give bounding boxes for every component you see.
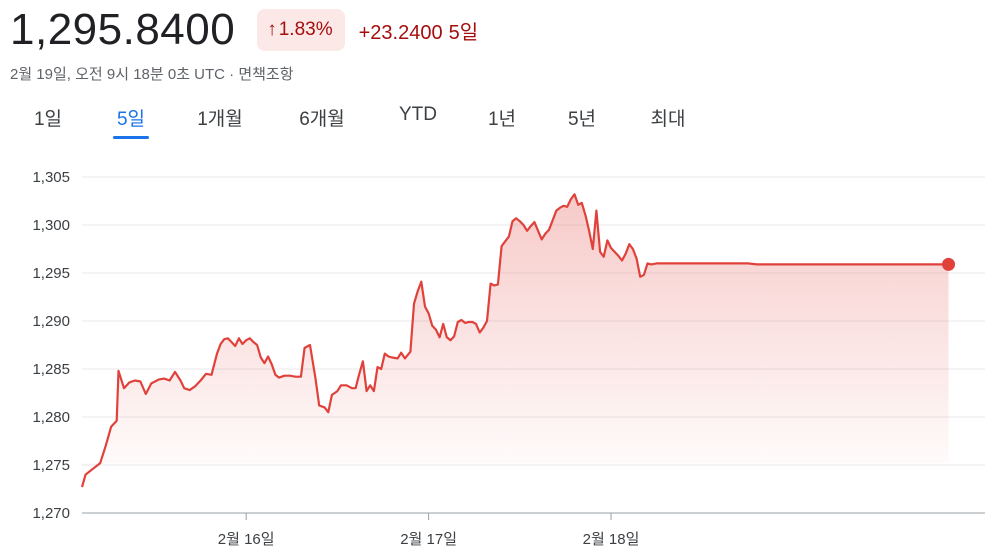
- price-line: [80, 193, 949, 488]
- y-tick-label: 1,290: [32, 313, 70, 330]
- x-tick-label: 2월 16일: [218, 531, 275, 548]
- range-tabs: 1일 5일 1개월 6개월 YTD 1년 5년 최대: [0, 98, 760, 139]
- y-tick-label: 1,305: [32, 169, 70, 186]
- y-tick-label: 1,295: [32, 265, 70, 282]
- tab-5y[interactable]: 5년: [567, 109, 597, 130]
- x-axis: 2월 16일 2월 17일 2월 18일: [82, 512, 985, 548]
- x-tick-label: 2월 18일: [583, 531, 640, 548]
- y-tick-label: 1,300: [32, 217, 70, 234]
- arrow-up-icon: ↑: [267, 19, 277, 40]
- timestamp-disclaimer[interactable]: 2월 19일, 오전 9시 18분 0초 UTC · 면책조항: [10, 66, 294, 83]
- change-value-group: +23.2400 5일: [359, 16, 485, 45]
- tab-max[interactable]: 최대: [650, 109, 686, 130]
- tab-6m[interactable]: 6개월: [299, 109, 345, 130]
- price-header: 1,295.8400 ↑ 1.83% +23.2400 5일: [10, 0, 484, 60]
- y-tick-label: 1,275: [32, 457, 70, 474]
- change-percent: 1.83%: [278, 19, 333, 40]
- tab-1y[interactable]: 1년: [487, 109, 517, 130]
- tab-1d[interactable]: 1일: [33, 109, 63, 130]
- y-tick-label: 1,280: [32, 409, 70, 426]
- y-tick-label: 1,270: [32, 505, 70, 522]
- tab-ytd[interactable]: YTD: [399, 104, 437, 125]
- last-price-dot[interactable]: [942, 257, 956, 271]
- current-price: 1,295.8400: [10, 5, 236, 54]
- x-tick-label: 2월 17일: [400, 531, 457, 548]
- tab-5d[interactable]: 5일: [112, 98, 150, 139]
- tab-1m[interactable]: 1개월: [197, 109, 243, 130]
- change-period: 5일: [448, 21, 479, 44]
- y-tick-label: 1,285: [32, 361, 70, 378]
- change-value: +23.2400: [358, 21, 443, 44]
- price-area-fill: [82, 194, 949, 488]
- y-axis-labels: 1,305 1,300 1,295 1,290 1,285 1,280 1,275 1,270: [32, 169, 70, 522]
- change-percent-badge: ↑ 1.83%: [257, 9, 345, 51]
